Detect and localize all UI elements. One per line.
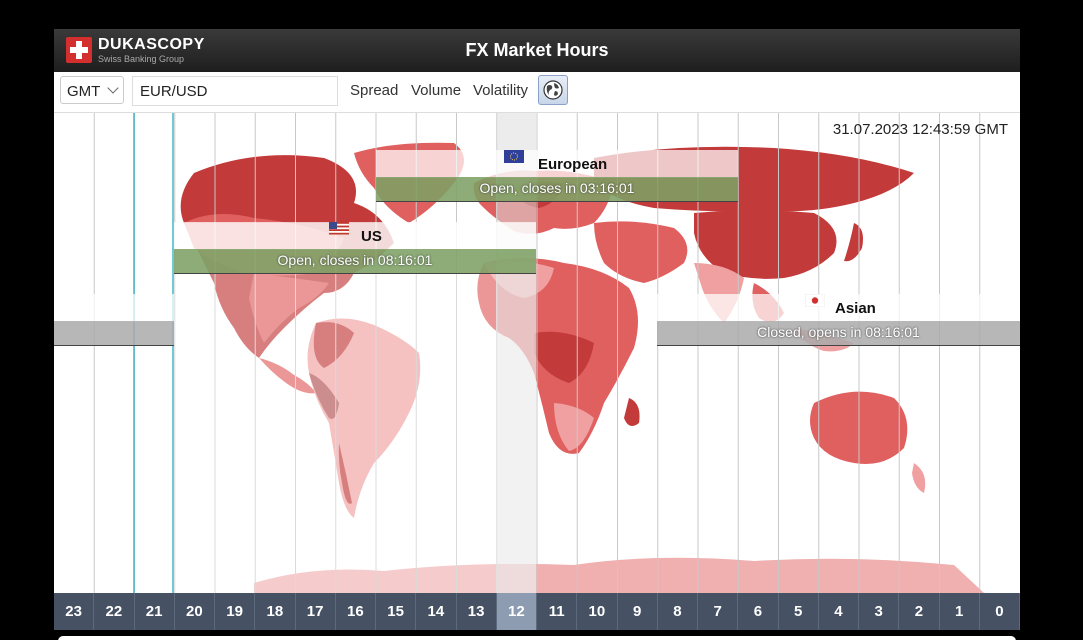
volume-button[interactable]: Volume	[411, 82, 462, 99]
hour-cell[interactable]: 10	[577, 593, 618, 630]
hour-scale: 23 22 21 20 19 18 17 16 15 14 13 12 11 10 9 8 7 6 5 4 3 2 1 0	[54, 593, 1020, 630]
hour-cell[interactable]: 17	[296, 593, 336, 630]
timezone-select[interactable]: GMT	[60, 76, 124, 104]
eu-flag-icon	[504, 150, 524, 163]
logo-subtitle: Swiss Banking Group	[98, 54, 185, 64]
us-market-name: US	[361, 228, 382, 245]
header: DUKASCOPY Swiss Banking Group FX Market …	[54, 29, 1020, 72]
hour-cell[interactable]: 7	[698, 593, 739, 630]
hour-grid	[93, 113, 981, 593]
asian-market-header: Asian	[657, 294, 1020, 322]
hour-cell[interactable]: 4	[819, 593, 859, 630]
hour-cell[interactable]: 22	[94, 593, 135, 630]
fx-market-hours-widget: DUKASCOPY Swiss Banking Group FX Market …	[54, 29, 1020, 640]
volatility-button[interactable]: Volatility	[473, 82, 529, 99]
map-view-button[interactable]	[538, 75, 568, 105]
hour-cell[interactable]: 15	[376, 593, 417, 630]
page-title: FX Market Hours	[465, 40, 609, 60]
european-market-name: European	[538, 156, 608, 173]
timezone-value: GMT	[67, 83, 101, 100]
japan-flag-icon	[805, 294, 825, 307]
chevron-down-icon	[107, 82, 119, 94]
footer-strip	[54, 630, 1020, 640]
hour-cell[interactable]: 20	[175, 593, 215, 630]
hour-cell[interactable]: 21	[135, 593, 175, 630]
hour-cell[interactable]: 23	[54, 593, 95, 630]
hour-cell[interactable]: 19	[215, 593, 256, 630]
hour-cell[interactable]: 16	[336, 593, 376, 630]
hour-cell[interactable]: 12	[496, 593, 537, 630]
us-flag-icon	[329, 222, 349, 235]
currency-pair-input[interactable]: EUR/USD	[132, 76, 338, 106]
hour-cell[interactable]: 9	[618, 593, 658, 630]
asian-market-status-bar-wrap[interactable]	[54, 321, 174, 346]
european-market-header: European	[376, 150, 738, 178]
asian-market-status-bar[interactable]: Closed, opens in 08:16:01	[657, 321, 1020, 346]
hour-cell[interactable]: 6	[738, 593, 779, 630]
hour-cell[interactable]: 13	[457, 593, 497, 630]
hour-cell[interactable]: 0	[980, 593, 1020, 630]
hour-cell[interactable]: 11	[537, 593, 578, 630]
toolbar: GMT EUR/USD Spread Volume Volatility	[54, 72, 1020, 113]
hour-cell[interactable]: 14	[416, 593, 457, 630]
hour-cell[interactable]: 1	[940, 593, 980, 630]
world-map: 31.07.2023 12:43:59 GMT European Open, c…	[54, 113, 1020, 593]
us-market-header: US	[174, 222, 536, 250]
current-datetime: 31.07.2023 12:43:59 GMT	[832, 121, 1008, 138]
us-market-status-bar[interactable]: Open, closes in 08:16:01	[174, 249, 536, 274]
logo-brand: DUKASCOPY	[98, 36, 205, 53]
hour-cell[interactable]: 8	[658, 593, 698, 630]
hour-cell[interactable]: 2	[899, 593, 940, 630]
hour-cell[interactable]: 3	[859, 593, 900, 630]
asian-market-name: Asian	[835, 300, 876, 317]
spread-button[interactable]: Spread	[350, 82, 399, 99]
swiss-cross-icon	[66, 37, 92, 63]
hour-cell[interactable]: 5	[779, 593, 819, 630]
globe-icon	[543, 80, 563, 100]
hour-cell[interactable]: 18	[255, 593, 296, 630]
asian-market-header-wrap	[54, 294, 174, 322]
european-market-status-bar[interactable]: Open, closes in 03:16:01	[376, 177, 738, 202]
